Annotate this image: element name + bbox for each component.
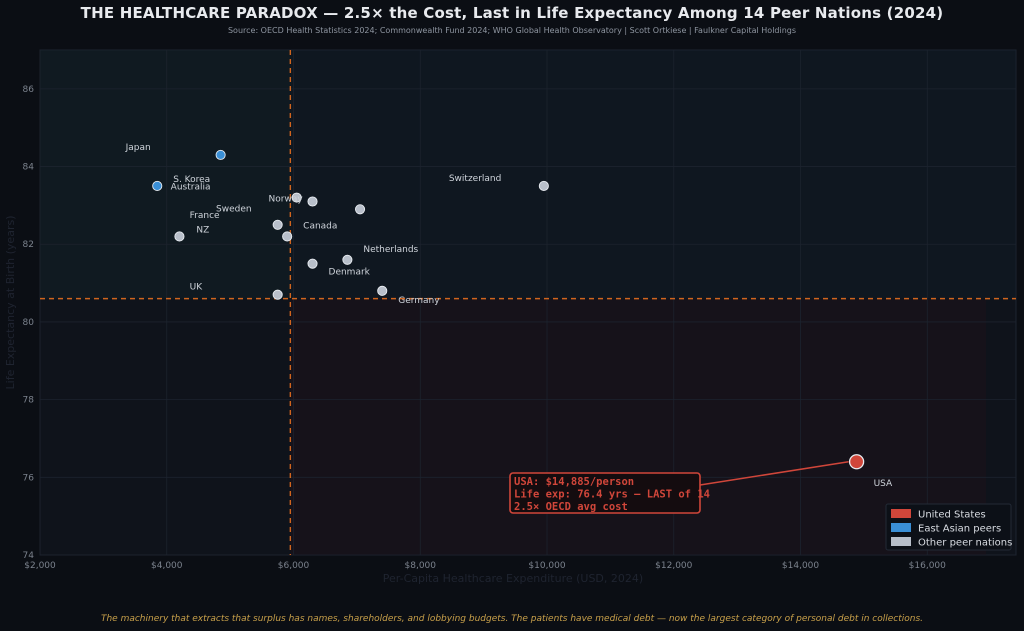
- legend-swatch: [891, 523, 911, 532]
- point-label: Canada: [303, 221, 337, 231]
- x-axis-label: Per-Capita Healthcare Expenditure (USD, …: [383, 572, 643, 585]
- x-tick-label: $6,000: [278, 561, 310, 571]
- y-tick-label: 80: [23, 318, 35, 328]
- quadrant-high-cost-high-le: [290, 50, 1017, 299]
- legend-swatch: [891, 537, 911, 546]
- x-tick-label: $14,000: [782, 561, 819, 571]
- x-tick-label: $10,000: [528, 561, 565, 571]
- callout-text: Life exp: 76.4 yrs — LAST of 14: [514, 489, 710, 501]
- data-point-australia: [291, 192, 302, 203]
- legend-label: East Asian peers: [918, 524, 1001, 535]
- data-point-sweden: [355, 204, 366, 215]
- callout-text: 2.5× OECD avg cost: [514, 501, 628, 513]
- data-point-denmark: [307, 258, 318, 269]
- data-point-japan: [215, 149, 226, 160]
- y-axis-label: Life Expectancy at Birth (years): [4, 216, 17, 390]
- footer-note: The machinery that extracts that surplus…: [100, 614, 924, 624]
- point-label: Switzerland: [449, 174, 502, 184]
- data-point-s-korea: [152, 180, 163, 192]
- point-label: Australia: [171, 183, 211, 193]
- callout-box: [509, 472, 701, 514]
- data-point-switzerland: [538, 180, 549, 192]
- legend-label: United States: [918, 510, 986, 521]
- quadrant-good-value: [40, 50, 291, 299]
- point-label: Netherlands: [363, 245, 418, 255]
- point-label: S. Korea: [173, 175, 210, 185]
- legend-box: [885, 503, 1012, 551]
- x-tick-label: $2,000: [24, 561, 56, 571]
- point-label: Germany: [398, 296, 440, 306]
- data-point-nz: [174, 231, 185, 242]
- legend-swatch: [891, 509, 911, 518]
- point-label: Denmark: [329, 268, 371, 278]
- data-point-uk: [272, 289, 283, 300]
- point-label: UK: [190, 283, 204, 293]
- y-tick-label: 86: [23, 85, 35, 95]
- chart-subtitle: Source: OECD Health Statistics 2024; Com…: [227, 26, 797, 35]
- quadrant-high-cost-low-le: [290, 298, 987, 555]
- point-label: Japan: [125, 143, 151, 153]
- data-point-norway: [307, 196, 318, 207]
- y-tick-label: 84: [23, 163, 35, 173]
- y-tick-label: 82: [23, 240, 34, 250]
- data-point-netherlands: [342, 254, 353, 265]
- data-point-germany: [377, 285, 388, 296]
- data-point-canada: [282, 231, 293, 242]
- point-label: USA: [874, 479, 893, 489]
- y-tick-label: 78: [23, 396, 35, 406]
- point-label: NZ: [196, 225, 209, 235]
- y-tick-label: 76: [23, 473, 35, 483]
- data-point-usa: [848, 454, 865, 470]
- legend: United States East Asian peers Other peer …: [885, 503, 1012, 551]
- x-tick-label: $16,000: [909, 561, 946, 571]
- callout-leader-line: [699, 461, 849, 486]
- x-tick-label: $12,000: [655, 561, 692, 571]
- callout-text: USA: $14,885/person: [514, 476, 634, 488]
- x-tick-label: $8,000: [405, 561, 437, 571]
- point-label: Norway: [269, 195, 304, 205]
- legend-label: Other peer nations: [918, 538, 1012, 549]
- x-tick-label: $4,000: [151, 561, 183, 571]
- point-label: France: [190, 211, 220, 221]
- y-tick-label: 74: [23, 551, 35, 561]
- chart-title: THE HEALTHCARE PARADOX — 2.5× the Cost, …: [80, 4, 944, 22]
- data-point-france: [272, 219, 283, 230]
- point-label: Sweden: [216, 204, 252, 214]
